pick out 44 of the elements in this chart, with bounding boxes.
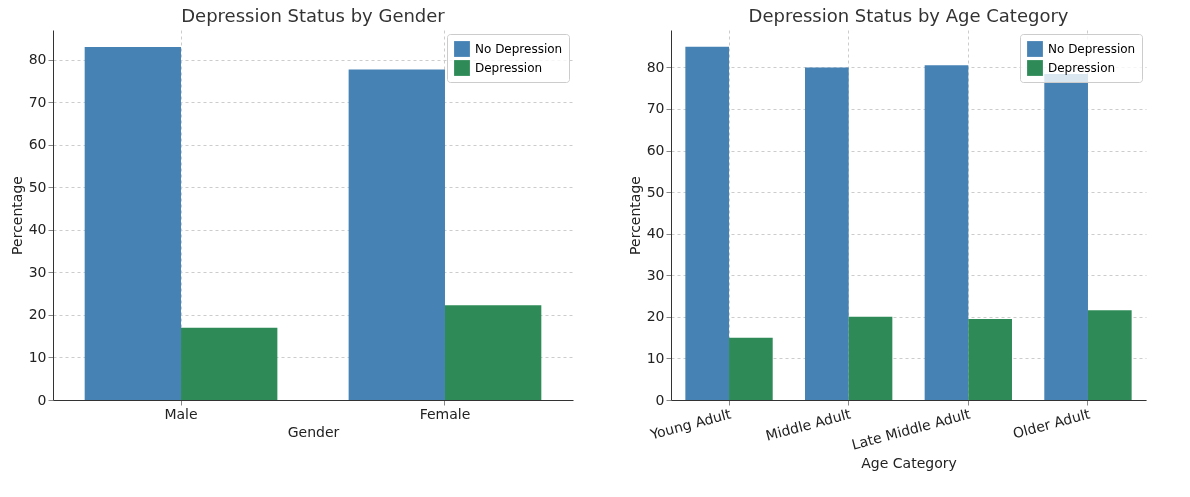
x-axis-title: Age Category <box>861 454 957 471</box>
bar <box>924 65 969 400</box>
y-tick-label: 20 <box>28 306 47 323</box>
y-tick-label: 20 <box>646 308 665 325</box>
y-tick-label: 60 <box>28 136 47 153</box>
bar <box>729 337 773 400</box>
y-tick-label: 50 <box>28 178 47 195</box>
y-tick-label: 10 <box>646 349 665 366</box>
y-axis-title: Percentage <box>8 176 25 255</box>
legend-label: Depression <box>1048 61 1116 75</box>
bar <box>181 327 278 400</box>
legend-label: Depression <box>475 61 543 75</box>
y-tick-label: 70 <box>646 100 665 117</box>
x-tick-label: Young Adult <box>647 405 734 443</box>
y-tick-label: 0 <box>655 391 665 408</box>
y-tick-label: 10 <box>28 348 47 365</box>
y-tick-label: 40 <box>646 225 665 242</box>
y-tick-label: 50 <box>646 183 665 200</box>
y-tick-label: 80 <box>646 58 665 75</box>
legend-label: No Depression <box>1048 42 1136 56</box>
x-tick-label: Male <box>164 405 198 422</box>
bar <box>444 305 542 400</box>
x-tick-label: Female <box>419 405 471 422</box>
y-tick-label: 30 <box>28 263 47 280</box>
y-tick-label: 0 <box>37 391 47 408</box>
bar <box>968 318 1012 400</box>
legend-label: No Depression <box>475 42 563 56</box>
x-axis-title: Gender <box>287 423 340 440</box>
x-tick-label: Older Adult <box>1011 405 1093 442</box>
y-tick-label: 60 <box>646 142 665 159</box>
bar <box>805 67 849 400</box>
y-tick-label: 70 <box>28 93 47 110</box>
chart-title: Depression Status by Age Category <box>748 5 1069 26</box>
y-tick-label: 40 <box>28 221 47 238</box>
y-axis-title: Percentage <box>626 176 643 255</box>
bar <box>848 316 893 400</box>
bar <box>685 46 730 400</box>
chart-title: Depression Status by Gender <box>181 5 446 26</box>
bar <box>348 69 445 400</box>
bar <box>1087 310 1132 400</box>
y-tick-label: 30 <box>646 266 665 283</box>
bar <box>84 47 182 400</box>
y-tick-label: 80 <box>28 51 47 68</box>
x-tick-label: Middle Adult <box>763 405 853 444</box>
